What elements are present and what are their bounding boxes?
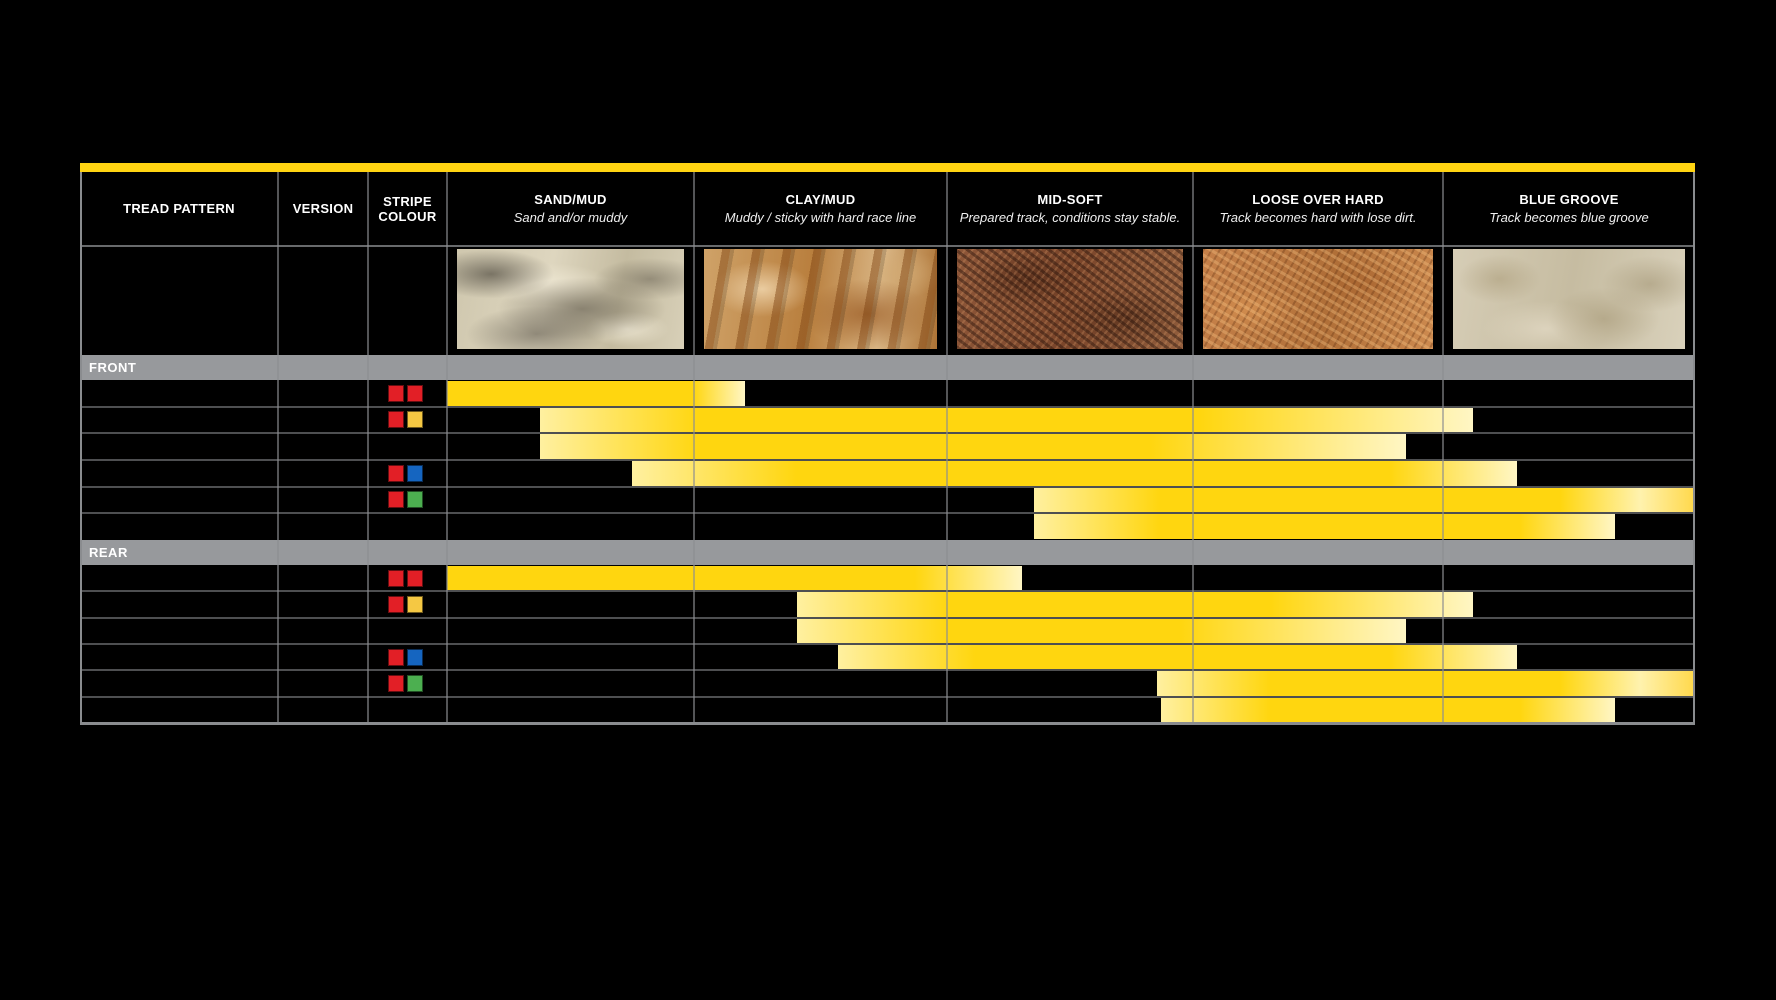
- row-divider: [80, 485, 1695, 488]
- suitability-bar: [797, 592, 1473, 617]
- suitability-bar: [632, 461, 1517, 486]
- column-description: Muddy / sticky with hard race line: [724, 209, 917, 225]
- terrain-photo-loose-over-hard: [1203, 249, 1433, 349]
- stripe-colour-swatch-red: [388, 411, 404, 429]
- column-grid-line: [1192, 172, 1194, 725]
- tyre-row: [80, 380, 1695, 407]
- suitability-bar: [1034, 487, 1695, 513]
- suitability-bar: [540, 434, 1406, 459]
- stripe-colour-swatch-yellow: [407, 595, 423, 613]
- column-label: TREAD PATTERN: [123, 201, 235, 216]
- column-header-blue-groove: BLUE GROOVE Track becomes blue groove: [1443, 172, 1695, 245]
- suitability-bar: [1034, 514, 1615, 539]
- column-label: SAND/MUD: [534, 191, 607, 207]
- column-header-sand-mud: SAND/MUD Sand and/or muddy: [447, 172, 694, 245]
- table-border-left: [80, 172, 82, 725]
- stripe-colour-swatch-red: [388, 384, 404, 402]
- table-border-right: [1693, 172, 1695, 725]
- accent-top-bar: [80, 163, 1695, 172]
- column-grid-line: [946, 172, 948, 725]
- tyre-row: [80, 512, 1695, 540]
- row-divider: [80, 512, 1695, 515]
- column-header-loose-over-hard: LOOSE OVER HARD Track becomes hard with …: [1193, 172, 1443, 245]
- stripe-colour-swatch-red: [388, 569, 404, 587]
- tyre-row: [80, 485, 1695, 514]
- row-divider: [80, 643, 1695, 645]
- tyre-row: [80, 432, 1695, 460]
- terrain-photo-sand-mud: [457, 249, 684, 349]
- tyre-condition-table: TREAD PATTERN VERSION STRIPE COLOUR SAND…: [80, 163, 1695, 725]
- column-grid-line: [277, 172, 279, 725]
- row-divider: [80, 695, 1695, 698]
- stripe-colour-swatch-red: [388, 595, 404, 613]
- suitability-bar: [1161, 697, 1615, 722]
- suitability-bar: [540, 407, 1473, 433]
- tyre-row: [80, 669, 1695, 696]
- column-label: STRIPE COLOUR: [378, 193, 437, 224]
- row-divider: [80, 459, 1695, 461]
- suitability-bar: [838, 645, 1517, 670]
- column-header-stripe-colour: STRIPE COLOUR: [368, 172, 447, 245]
- stripe-colour-swatch-red: [388, 491, 404, 509]
- column-header-tread-pattern: TREAD PATTERN: [80, 172, 278, 245]
- tyre-row: [80, 616, 1695, 644]
- tyre-row: [80, 565, 1695, 591]
- column-grid-line: [446, 172, 448, 725]
- rear-rows: [80, 565, 1695, 723]
- tyre-row: [80, 590, 1695, 617]
- suitability-bar: [447, 566, 1022, 591]
- stripe-colour-swatch-blue: [407, 648, 423, 666]
- section-label: FRONT: [89, 360, 137, 375]
- stripe-colour-swatch-red: [407, 569, 423, 587]
- column-description: Prepared track, conditions stay stable.: [959, 209, 1181, 225]
- suitability-bar: [447, 381, 745, 406]
- stripe-colour-swatch-green: [407, 674, 423, 692]
- column-label: MID-SOFT: [1037, 191, 1103, 207]
- tyre-row: [80, 405, 1695, 434]
- header-divider: [80, 245, 1695, 247]
- terrain-photo-mid-soft: [957, 249, 1183, 349]
- column-label: BLUE GROOVE: [1519, 191, 1619, 207]
- stripe-colour-swatch-blue: [407, 464, 423, 482]
- column-grid-line: [693, 172, 695, 725]
- tyre-row: [80, 459, 1695, 487]
- stripe-colour-swatch-green: [407, 491, 423, 509]
- section-bar-front: FRONT: [80, 355, 1695, 380]
- column-label: VERSION: [292, 201, 354, 216]
- stripe-colour-swatch-red: [407, 384, 423, 402]
- column-grid-line: [1442, 172, 1444, 725]
- tyre-row: [80, 695, 1695, 723]
- column-label: LOOSE OVER HARD: [1252, 191, 1384, 207]
- suitability-bar: [797, 618, 1406, 643]
- column-header-version: VERSION: [278, 172, 368, 245]
- column-header-clay-mud: CLAY/MUD Muddy / sticky with hard race l…: [694, 172, 947, 245]
- row-divider: [80, 616, 1695, 619]
- column-grid-line: [367, 172, 369, 725]
- table-border-bottom: [80, 722, 1695, 725]
- suitability-bar: [1157, 671, 1695, 696]
- stripe-colour-swatch-red: [388, 674, 404, 692]
- column-header-mid-soft: MID-SOFT Prepared track, conditions stay…: [947, 172, 1193, 245]
- terrain-photo-blue-groove: [1453, 249, 1685, 349]
- row-divider: [80, 590, 1695, 593]
- section-label: REAR: [89, 545, 128, 560]
- section-bar-rear: REAR: [80, 540, 1695, 565]
- row-divider: [80, 669, 1695, 672]
- front-rows: [80, 380, 1695, 540]
- column-description: Sand and/or muddy: [513, 209, 628, 225]
- column-label: CLAY/MUD: [785, 191, 856, 207]
- row-divider: [80, 405, 1695, 408]
- stripe-colour-swatch-yellow: [407, 411, 423, 429]
- column-description: Track becomes blue groove: [1489, 209, 1649, 225]
- tyre-row: [80, 643, 1695, 670]
- stripe-colour-swatch-red: [388, 648, 404, 666]
- terrain-photo-clay-mud: [704, 249, 937, 349]
- column-description: Track becomes hard with lose dirt.: [1219, 209, 1417, 225]
- row-divider: [80, 432, 1695, 435]
- stripe-colour-swatch-red: [388, 464, 404, 482]
